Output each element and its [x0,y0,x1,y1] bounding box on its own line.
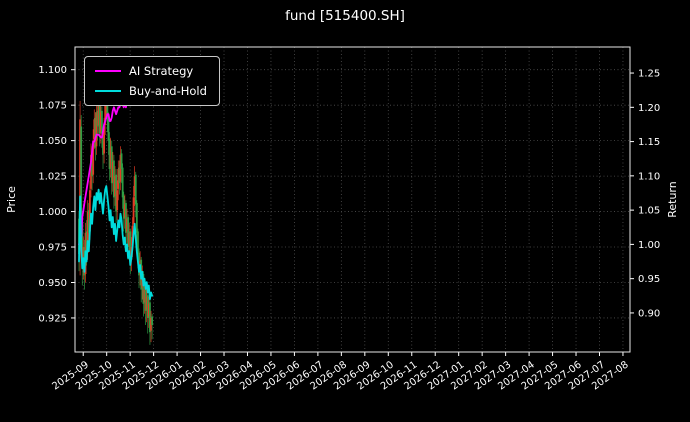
svg-text:Return: Return [666,181,679,218]
svg-text:0.925: 0.925 [38,313,67,324]
svg-text:0.95: 0.95 [638,274,660,285]
svg-text:1.05: 1.05 [638,206,660,217]
chart-title: fund [515400.SH] [285,8,405,24]
svg-text:1.00: 1.00 [638,240,660,251]
legend-entry-buy-and-hold: Buy-and-Hold [95,84,207,98]
svg-text:0.90: 0.90 [638,308,660,319]
svg-text:1.15: 1.15 [638,137,660,148]
svg-text:1.10: 1.10 [638,171,660,182]
legend-label-buy-and-hold: Buy-and-Hold [129,84,207,98]
legend-label-ai-strategy: AI Strategy [129,64,194,78]
svg-text:1.050: 1.050 [38,136,67,147]
legend-line-ai-strategy-icon [95,70,121,72]
svg-text:1.075: 1.075 [38,101,67,112]
svg-text:1.025: 1.025 [38,172,67,183]
svg-text:1.000: 1.000 [38,207,67,218]
svg-text:1.25: 1.25 [638,69,660,80]
svg-text:1.20: 1.20 [638,103,660,114]
svg-text:0.975: 0.975 [38,243,67,254]
svg-text:0.950: 0.950 [38,278,67,289]
legend-line-buy-and-hold-icon [95,90,121,92]
legend-entry-ai-strategy: AI Strategy [95,64,207,78]
svg-text:1.100: 1.100 [38,65,67,76]
svg-text:Price: Price [5,186,18,213]
legend: AI Strategy Buy-and-Hold [84,56,220,106]
